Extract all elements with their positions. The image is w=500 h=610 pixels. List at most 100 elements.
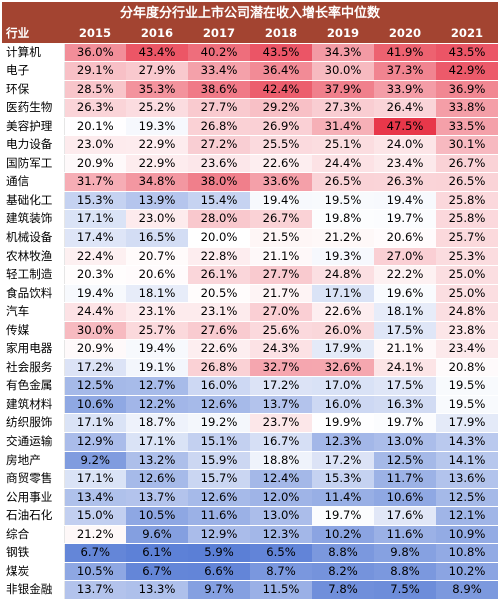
industry-label: 纺织服饰	[2, 413, 65, 434]
heatmap-body: 计算机 36.0% 43.4% 40.2% 43.5% 34.3% 41.9% 43.5% 电子…	[2, 43, 498, 600]
industry-label: 公用事业	[2, 488, 65, 508]
heatmap-cell: 27.7%	[188, 98, 250, 118]
heatmap-cell: 12.6%	[126, 469, 188, 489]
heatmap-cell: 13.7%	[250, 395, 312, 415]
heatmap-cell: 27.2%	[188, 135, 250, 155]
header-row: 行业 2015 2016 2017 2018 2019 2020 2021	[2, 25, 498, 44]
industry-label: 国防军工	[2, 154, 65, 174]
heatmap-cell: 7.5%	[374, 580, 436, 600]
heatmap-cell: 18.8%	[250, 451, 312, 471]
heatmap-cell: 19.9%	[312, 413, 374, 434]
heatmap-cell: 8.2%	[312, 562, 374, 582]
heatmap-cell: 22.4%	[64, 247, 126, 267]
heatmap-cell: 18.1%	[374, 302, 436, 322]
heatmap-cell: 15.4%	[188, 191, 250, 211]
industry-label: 家用电器	[2, 339, 65, 359]
heatmap-cell: 17.5%	[374, 321, 436, 341]
industry-label: 建筑材料	[2, 395, 65, 415]
heatmap-cell: 8.8%	[374, 562, 436, 582]
heatmap-cell: 30.0%	[64, 321, 126, 341]
heatmap-cell: 36.4%	[250, 61, 312, 81]
heatmap-cell: 30.1%	[436, 135, 498, 155]
heatmap-cell: 20.0%	[188, 228, 250, 248]
heatmap-cell: 16.0%	[312, 395, 374, 415]
heatmap-cell: 23.1%	[126, 302, 188, 322]
heatmap-cell: 6.1%	[126, 543, 188, 563]
heatmap-cell: 12.5%	[436, 488, 498, 508]
heatmap-cell: 17.0%	[312, 376, 374, 396]
heatmap-cell: 7.8%	[312, 580, 374, 600]
industry-label: 轻工制造	[2, 265, 65, 285]
heatmap-cell: 10.2%	[312, 525, 374, 545]
year-header: 2021	[436, 25, 498, 44]
heatmap-row: 非银金融 13.7% 13.3% 9.7% 11.5% 7.8% 7.5% 8.9%	[2, 580, 498, 600]
heatmap-cell: 17.9%	[436, 413, 498, 434]
heatmap-cell: 26.8%	[188, 358, 250, 378]
heatmap-row: 交通运输 12.9% 17.1% 15.1% 16.7% 12.3% 13.0% 14.3%	[2, 432, 498, 452]
heatmap-cell: 33.5%	[436, 117, 498, 137]
industry-label: 汽车	[2, 302, 65, 322]
heatmap-cell: 17.2%	[312, 451, 374, 471]
heatmap-cell: 23.4%	[374, 154, 436, 174]
heatmap-cell: 33.8%	[436, 98, 498, 118]
heatmap-row: 食品饮料 19.4% 18.1% 20.5% 21.7% 17.1% 19.6% 25.0%	[2, 284, 498, 304]
heatmap-cell: 12.2%	[126, 395, 188, 415]
heatmap-cell: 34.8%	[126, 172, 188, 192]
heatmap-cell: 18.7%	[126, 413, 188, 434]
heatmap-cell: 19.3%	[126, 117, 188, 137]
heatmap-cell: 10.6%	[374, 488, 436, 508]
heatmap-cell: 13.2%	[126, 451, 188, 471]
heatmap-row: 电子 29.1% 27.9% 33.4% 36.4% 30.0% 37.3% 42.9%	[2, 61, 498, 81]
heatmap-cell: 17.1%	[64, 209, 126, 230]
heatmap-cell: 21.7%	[250, 284, 312, 304]
heatmap-cell: 42.9%	[436, 61, 498, 81]
heatmap-cell: 24.8%	[436, 302, 498, 322]
heatmap-cell: 26.5%	[436, 172, 498, 192]
heatmap-cell: 17.1%	[64, 413, 126, 434]
heatmap-cell: 22.8%	[188, 247, 250, 267]
heatmap-cell: 19.5%	[436, 395, 498, 415]
heatmap-cell: 13.0%	[374, 432, 436, 452]
heatmap-cell: 27.0%	[374, 247, 436, 267]
heatmap-cell: 43.5%	[250, 43, 312, 63]
heatmap-cell: 43.5%	[436, 43, 498, 63]
heatmap-cell: 12.9%	[64, 432, 126, 452]
heatmap-cell: 19.6%	[374, 284, 436, 304]
row-header-label: 行业	[2, 25, 64, 44]
heatmap-cell: 9.6%	[126, 525, 188, 545]
industry-label: 石油石化	[2, 506, 65, 526]
heatmap-cell: 16.0%	[188, 376, 250, 396]
industry-label: 基础化工	[2, 191, 65, 211]
heatmap-cell: 23.6%	[188, 154, 250, 174]
heatmap-cell: 13.4%	[64, 488, 126, 508]
heatmap-row: 石油石化 15.0% 10.5% 11.6% 13.0% 19.7% 17.6% 12.1%	[2, 506, 498, 526]
heatmap-cell: 21.2%	[64, 525, 126, 545]
heatmap-cell: 27.9%	[126, 61, 188, 81]
heatmap-cell: 20.8%	[436, 358, 498, 378]
heatmap-row: 美容护理 20.1% 19.3% 26.8% 26.9% 31.4% 47.5% 33.5%	[2, 117, 498, 137]
heatmap-cell: 12.5%	[374, 451, 436, 471]
year-header: 2019	[312, 25, 374, 44]
heatmap-cell: 27.6%	[188, 321, 250, 341]
heatmap-cell: 20.1%	[64, 117, 126, 137]
industry-label: 电力设备	[2, 135, 65, 155]
industry-label: 综合	[2, 525, 65, 545]
heatmap-row: 医药生物 26.3% 25.2% 27.7% 29.2% 27.3% 26.4% 33.8%	[2, 98, 498, 118]
industry-label: 房地产	[2, 451, 65, 471]
year-header: 2017	[188, 25, 250, 44]
heatmap-cell: 24.4%	[64, 302, 126, 322]
heatmap-cell: 22.6%	[312, 302, 374, 322]
heatmap-cell: 13.9%	[126, 191, 188, 211]
heatmap-row: 基础化工 15.3% 13.9% 15.4% 19.4% 19.5% 19.4% 25.8%	[2, 191, 498, 211]
heatmap-cell: 19.4%	[250, 191, 312, 211]
industry-label: 机械设备	[2, 228, 65, 248]
industry-label: 钢铁	[2, 543, 65, 563]
heatmap-cell: 23.0%	[64, 135, 126, 155]
heatmap-cell: 25.7%	[126, 321, 188, 341]
heatmap-cell: 43.4%	[126, 43, 188, 63]
heatmap-cell: 21.1%	[374, 339, 436, 359]
heatmap-cell: 24.1%	[374, 358, 436, 378]
heatmap-cell: 27.3%	[312, 98, 374, 118]
heatmap-cell: 35.3%	[126, 80, 188, 100]
heatmap-cell: 25.7%	[436, 228, 498, 248]
